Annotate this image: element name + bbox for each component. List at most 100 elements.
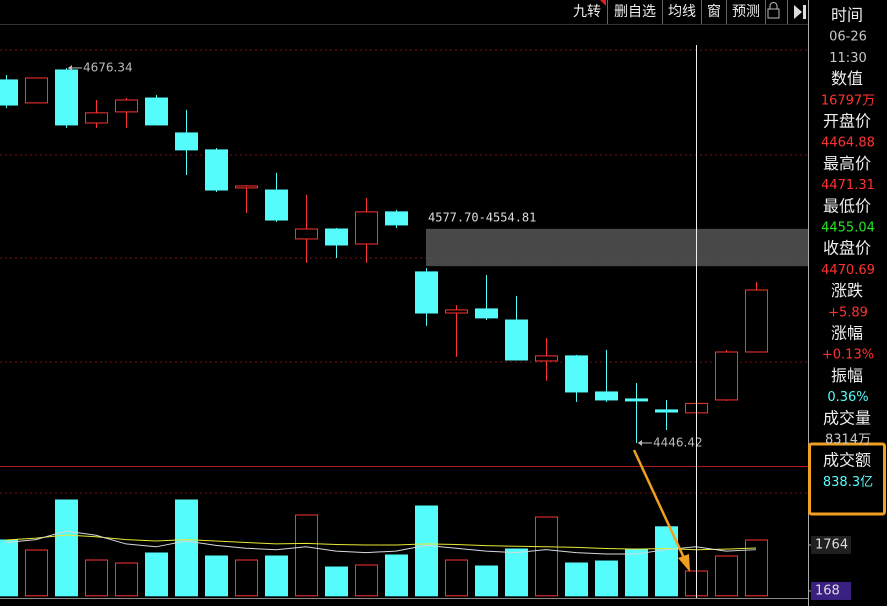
info-value: 11:30 [829, 51, 866, 66]
candle-body [265, 189, 288, 221]
candle [265, 172, 288, 222]
candle-body [205, 149, 228, 191]
candle [385, 209, 408, 229]
candle-body [115, 99, 138, 113]
volume-bar [415, 505, 438, 597]
bar-icon [803, 5, 806, 19]
candle-body [655, 409, 678, 413]
info-value: 06-26 [829, 30, 867, 45]
volume-bar [625, 548, 648, 597]
expand-button[interactable] [794, 5, 806, 19]
lock-shackle [769, 2, 778, 9]
info-label: 涨幅 [831, 324, 863, 343]
candle-body [85, 112, 108, 124]
volume-ma-line [5, 534, 757, 551]
candle [655, 399, 678, 430]
volume-bar [745, 539, 768, 597]
volume-bar [25, 549, 48, 597]
info-label: 成交量 [823, 408, 871, 427]
candle [745, 282, 768, 353]
highlight-box [808, 442, 886, 516]
candle-body [625, 398, 648, 402]
candle [0, 75, 18, 108]
lock-button[interactable] [767, 2, 780, 19]
candle [535, 337, 558, 381]
info-label: 时间 [831, 6, 863, 25]
volume-bar [0, 539, 18, 597]
info-label: 数值 [831, 69, 863, 88]
y-tick-bg [811, 535, 851, 554]
y-tick-label: 1764 [815, 537, 848, 552]
candle [325, 228, 348, 259]
candle [55, 67, 78, 128]
info-value: +5.89 [828, 305, 868, 320]
info-value: 4455.04 [821, 221, 875, 236]
info-label: 收盘价 [823, 239, 871, 258]
annotation-arrowhead [68, 64, 72, 71]
candle-body [475, 308, 498, 319]
toolbar-flag [600, 0, 606, 6]
annotation-label: 4446.42 [653, 435, 703, 449]
candle-body [415, 271, 438, 314]
info-label: 涨跌 [831, 281, 863, 300]
gap-label: 4577.70-4554.81 [428, 210, 536, 224]
candle-body [445, 309, 468, 314]
info-value: 838.3亿 [823, 475, 873, 490]
candle-body [175, 132, 198, 151]
info-label: 开盘价 [823, 112, 871, 131]
info-value: 0.36% [827, 390, 868, 405]
candle-body [0, 79, 18, 106]
candle-body [55, 69, 78, 126]
candle-body [325, 228, 348, 246]
candle-body [715, 351, 738, 401]
toolbar-label: 九转 [573, 4, 601, 20]
volume-bar [715, 555, 738, 597]
candle [295, 194, 318, 263]
candle [115, 98, 138, 128]
volume-bar [85, 559, 108, 597]
candle-body [355, 211, 378, 245]
volume-bar [145, 552, 168, 597]
candle-body [745, 289, 768, 353]
toolbar-button[interactable]: 删自选 [614, 0, 663, 24]
toolbar-label: 删自选 [614, 4, 656, 20]
candle [175, 109, 198, 176]
info-value: 16797万 [821, 93, 875, 108]
toolbar-button[interactable]: 窗 [707, 0, 727, 24]
candle [595, 349, 618, 402]
toolbar-button[interactable]: 九转 [573, 0, 608, 24]
candle-body [505, 319, 528, 361]
gap-zone [426, 228, 808, 267]
volume-bar [115, 562, 138, 597]
info-value: 4464.88 [821, 136, 875, 151]
y-tick-label: 168 [815, 583, 840, 598]
toolbar-button[interactable]: 预测 [732, 0, 766, 24]
candle-body [145, 97, 168, 126]
volume-bar [535, 516, 558, 597]
candle-body [385, 211, 408, 226]
candle [445, 305, 468, 357]
volume-bar [205, 555, 228, 597]
info-value: 4470.69 [821, 263, 875, 278]
arrow-head [678, 554, 690, 572]
volume-bar [565, 562, 588, 597]
info-label: 振幅 [831, 366, 863, 385]
candle-body [595, 391, 618, 401]
candle [25, 77, 48, 104]
annotation-arrowhead [638, 439, 642, 446]
candle [565, 354, 588, 402]
toolbar: 九转 删自选 均线窗预测 [573, 0, 788, 24]
candle [355, 198, 378, 263]
candle [715, 349, 738, 401]
volume-bar [655, 526, 678, 597]
volume-bar [235, 559, 258, 597]
candle [415, 267, 438, 326]
candle [235, 184, 258, 214]
toolbar-label: 窗 [707, 3, 721, 20]
info-value: 4471.31 [821, 178, 875, 193]
toolbar-button[interactable]: 均线 [668, 0, 702, 24]
volume-bar [355, 564, 378, 597]
info-label: 最低价 [823, 196, 871, 215]
candle-body [235, 185, 258, 189]
